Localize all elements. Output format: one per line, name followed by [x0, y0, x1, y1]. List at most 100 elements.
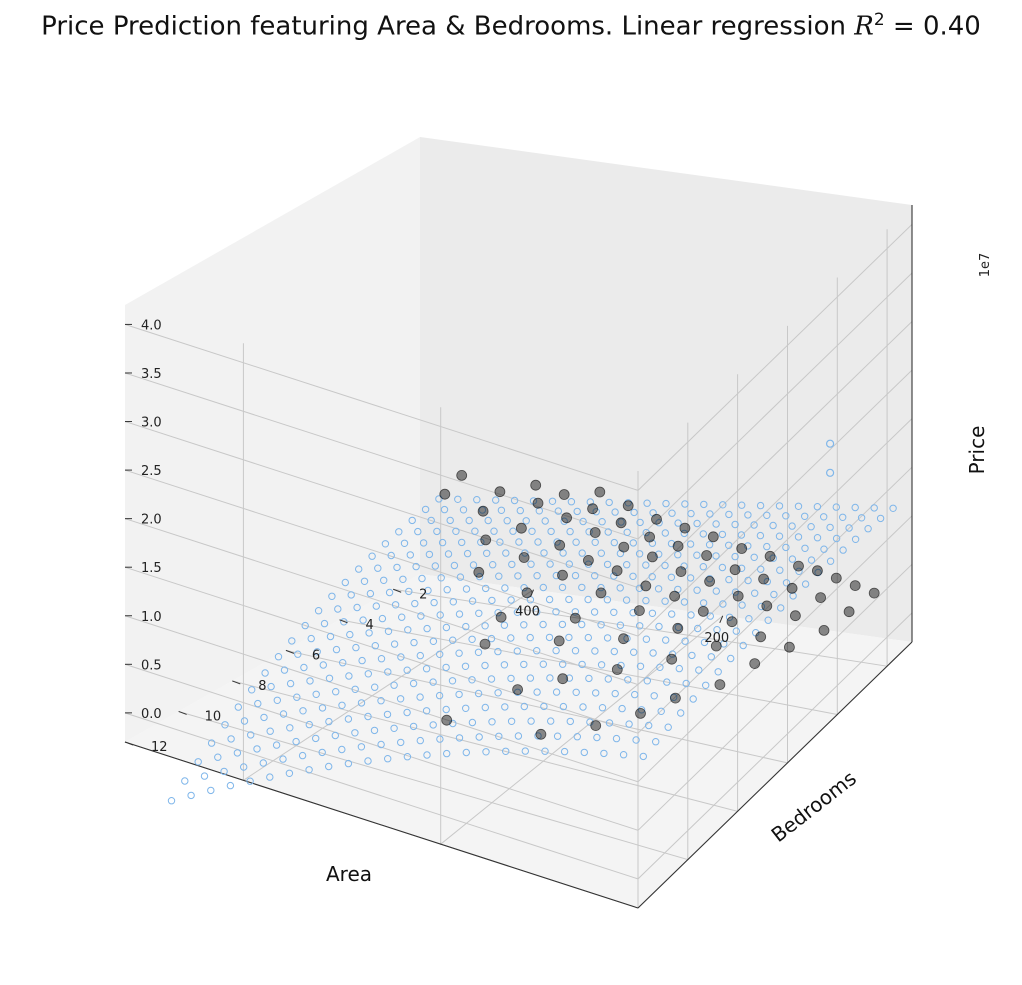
surface-point	[508, 560, 516, 569]
surface-point	[390, 640, 399, 648]
surface-point	[699, 530, 707, 538]
z-tick-label: 4.0	[141, 318, 162, 333]
surface-point	[623, 561, 631, 569]
surface-point	[770, 590, 778, 599]
surface-point	[468, 597, 477, 605]
data-point	[479, 638, 491, 650]
surface-point	[712, 587, 720, 595]
data-point	[666, 653, 678, 665]
surface-point	[578, 660, 586, 669]
surface-point	[490, 527, 498, 535]
y-tick-label: 6	[312, 648, 320, 663]
surface-point	[214, 753, 222, 761]
surface-point	[513, 608, 522, 616]
surface-point	[539, 660, 547, 668]
surface-point	[520, 702, 528, 711]
surface-point	[484, 516, 492, 525]
surface-point	[351, 729, 359, 737]
surface-point	[776, 566, 784, 574]
data-point	[640, 580, 652, 592]
surface-point	[605, 498, 613, 507]
surface-point	[418, 574, 426, 583]
surface-point	[635, 550, 644, 558]
surface-point	[682, 679, 690, 688]
data-point	[697, 606, 709, 617]
surface-point	[547, 527, 555, 536]
surface-point	[469, 561, 478, 569]
surface-point	[443, 586, 451, 594]
surface-point	[545, 633, 554, 642]
surface-point	[366, 589, 375, 598]
surface-point	[352, 643, 360, 652]
surface-point	[756, 531, 765, 540]
surface-point	[560, 747, 569, 756]
surface-point	[826, 523, 834, 532]
surface-point	[668, 650, 677, 658]
surface-point	[553, 538, 561, 546]
surface-point	[826, 557, 835, 565]
y-axis-label: Bedrooms	[767, 766, 861, 847]
surface-point	[592, 689, 600, 697]
data-point	[635, 708, 646, 719]
surface-point	[655, 550, 663, 558]
surface-point	[492, 496, 500, 504]
data-point	[530, 479, 542, 491]
surface-point	[656, 663, 664, 671]
surface-point	[801, 580, 810, 588]
surface-point	[839, 513, 847, 521]
surface-point	[513, 647, 521, 655]
surface-point	[731, 552, 739, 561]
surface-point	[584, 595, 592, 604]
surface-point	[513, 688, 522, 696]
surface-point	[424, 586, 432, 595]
surface-point	[813, 503, 822, 511]
surface-point	[782, 512, 790, 520]
surface-point	[331, 731, 339, 740]
surface-point	[378, 614, 387, 623]
data-point	[477, 505, 489, 517]
surface-point	[528, 527, 536, 535]
surface-point	[390, 681, 398, 689]
surface-point	[870, 504, 878, 512]
surface-point	[737, 531, 746, 539]
surface-point	[591, 647, 599, 655]
surface-point	[680, 529, 688, 538]
surface-point	[399, 575, 407, 583]
surface-point	[648, 539, 657, 547]
surface-point	[515, 538, 523, 546]
surface-point	[474, 689, 483, 698]
surface-point	[686, 574, 695, 582]
surface-point	[397, 738, 405, 747]
surface-point	[662, 499, 670, 508]
data-point	[441, 714, 453, 726]
surface-point	[398, 613, 406, 621]
surface-point	[285, 769, 294, 777]
surface-point	[706, 510, 714, 518]
surface-point	[468, 676, 476, 684]
surface-point	[732, 627, 740, 635]
surface-point	[737, 564, 746, 572]
surface-point	[553, 732, 562, 740]
surface-point	[677, 709, 685, 717]
surface-point	[521, 747, 529, 755]
surface-point	[591, 538, 599, 546]
surface-point	[481, 622, 489, 630]
data-point	[611, 565, 623, 577]
surface-point	[636, 622, 644, 630]
surface-point	[642, 635, 651, 643]
surface-point	[585, 674, 593, 683]
surface-point	[520, 621, 528, 629]
surface-point	[403, 708, 411, 717]
surface-point	[481, 703, 489, 712]
surface-point	[597, 661, 606, 669]
surface-point	[769, 521, 777, 530]
surface-point	[637, 706, 646, 714]
surface-point	[663, 678, 671, 686]
surface-point	[617, 661, 625, 670]
surface-point	[414, 527, 422, 536]
surface-point	[300, 663, 308, 672]
surface-point	[344, 715, 353, 723]
surface-point	[739, 641, 747, 650]
surface-point	[416, 693, 424, 701]
surface-point	[501, 584, 509, 592]
